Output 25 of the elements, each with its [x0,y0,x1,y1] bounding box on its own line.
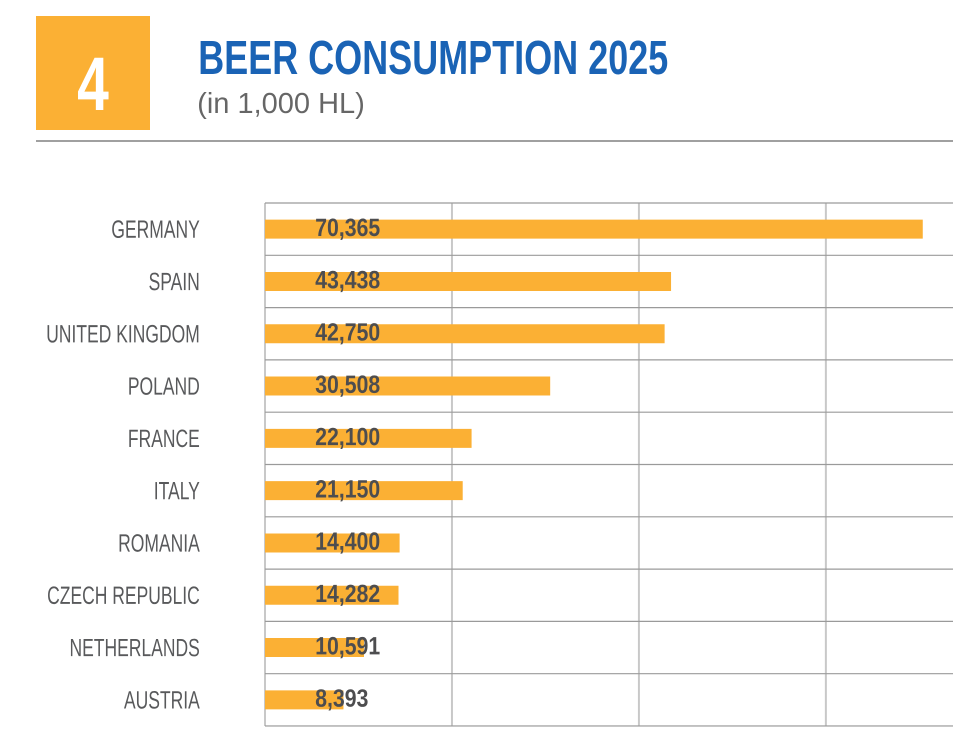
y-tick-label: FRANCE [129,430,200,448]
data-label: 70,365 [316,218,380,240]
data-label: 14,282 [316,584,380,606]
y-tick-label: GERMANY [112,220,200,238]
y-tick-label: AUSTRIA [124,691,200,709]
bar [265,324,665,344]
data-label: 14,400 [316,532,380,554]
chart-title: BEER CONSUMPTION 2025 [200,40,668,74]
text: 4 [78,58,109,110]
y-tick-label: SPAIN [149,272,198,290]
data-label: 42,750 [316,323,380,344]
chart-subtitle: (in 1,000 HL) [199,92,363,119]
y-tick-label: NETHERLANDS [70,638,199,656]
y-tick-label: ITALY [155,482,200,500]
data-label: 30,508 [316,375,380,397]
bar [265,272,672,291]
data-label: 43,438 [316,270,380,292]
data-label: 21,150 [316,480,380,502]
bar [265,376,550,396]
data-label: 22,100 [316,428,380,450]
y-tick-label: UNITED KINGDOM [48,324,198,343]
y-tick-label: ROMANIA [120,534,200,552]
y-tick-label: POLAND [129,377,199,395]
bar [265,220,923,239]
y-tick-label: CZECH REPUBLIC [48,586,200,604]
